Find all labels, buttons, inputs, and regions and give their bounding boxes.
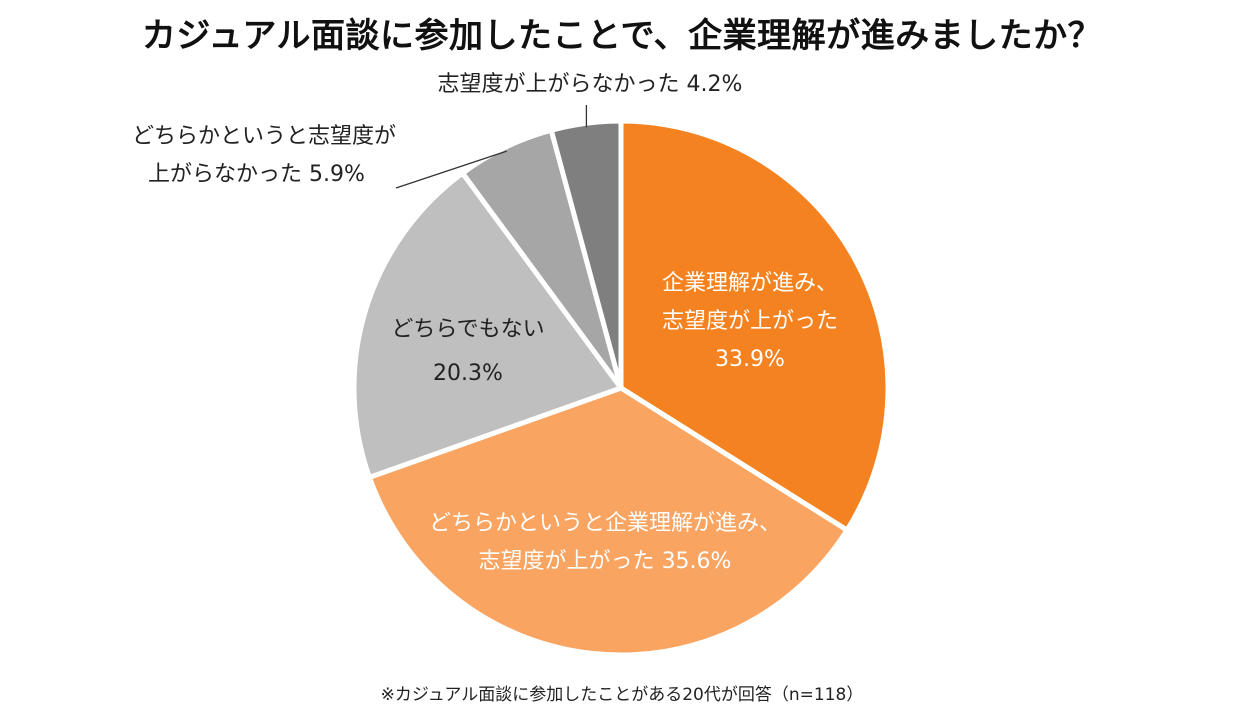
slice-label-0-line-1: 企業理解が進み、 (661, 271, 838, 296)
slice-label-0-line-2: 志望度が上がった (661, 309, 838, 334)
slice-label-3-line-2: 上がらなかった 5.9% (120, 156, 420, 194)
slice-label-4-value: 4.2% (686, 72, 743, 97)
slice-label-3-value: 5.9% (309, 162, 365, 187)
slice-label-0: 企業理解が進み、 志望度が上がった 33.9% (610, 265, 890, 379)
slice-label-1-value: 35.6% (661, 549, 732, 574)
slice-label-2-line-1: どちらでもない (391, 317, 545, 342)
slice-label-4: 志望度が上がらなかった 4.2% (400, 66, 780, 104)
footnote: ※カジュアル面談に参加したことがある20代が回答（n=118） (380, 685, 864, 705)
chart-title: カジュアル面談に参加したことで、企業理解が進みましたか？ (141, 16, 1103, 56)
slice-label-3: どちらかというと志望度が 上がらなかった 5.9% (120, 118, 420, 194)
slice-label-1: どちらかというと企業理解が進み、 志望度が上がった 35.6% (405, 505, 805, 581)
slice-label-3-line-1: どちらかというと志望度が (132, 124, 397, 149)
slice-label-1-line-1: どちらかというと企業理解が進み、 (428, 511, 781, 536)
slice-label-2-value: 20.3% (433, 361, 503, 386)
slice-label-2: どちらでもない 20.3% (368, 308, 568, 396)
slice-label-1-text: 志望度が上がった (478, 549, 655, 574)
slice-label-0-value: 33.9% (715, 347, 785, 372)
slice-label-3-text: 上がらなかった (148, 162, 303, 187)
slice-label-4-line: 志望度が上がらなかった 4.2% (400, 66, 780, 104)
slice-label-1-line-2: 志望度が上がった 35.6% (405, 543, 805, 581)
pie-slice-2 (351, 170, 624, 480)
pie-slice-1 (366, 385, 850, 658)
slice-label-4-text: 志望度が上がらなかった (437, 72, 680, 97)
leader-line-3 (395, 150, 507, 189)
